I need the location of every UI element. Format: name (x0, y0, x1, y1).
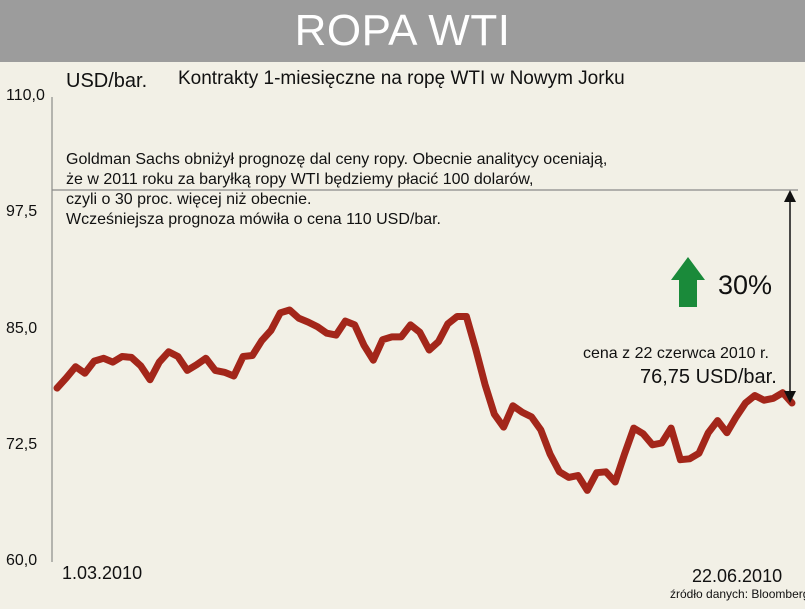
note-line: czyli o 30 proc. więcej niż obecnie. (66, 191, 312, 208)
up-arrow-shape (671, 257, 705, 307)
annotation-note: Goldman Sachs obniżył prognozę dal ceny … (66, 150, 607, 230)
note-line: Wcześniejsza prognoza mówiła o cena 110 … (66, 211, 441, 228)
chart-subtitle: Kontrakty 1-miesięczne na ropę WTI w Now… (178, 68, 625, 89)
up-arrow-icon (671, 257, 705, 307)
y-tick-label: 110,0 (6, 87, 45, 104)
source-label: źródło danych: Bloomberg (670, 587, 805, 601)
y-tick-label: 60,0 (6, 552, 38, 569)
title-bar: ROPA WTI (0, 0, 805, 62)
series-line (53, 306, 796, 494)
range-arrow-head-bottom (784, 390, 796, 403)
price-value-label: 76,75 USD/bar. (640, 366, 777, 388)
x-tick-label-end: 22.06.2010 (692, 566, 783, 586)
y-tick-label: 85,0 (6, 319, 38, 337)
y-axis-unit: USD/bar. (66, 70, 148, 92)
percent-label: 30% (718, 270, 773, 300)
x-tick-label-start: 1.03.2010 (62, 563, 143, 583)
price-date-label: cena z 22 czerwca 2010 r. (583, 345, 769, 362)
y-tick-label: 72,5 (6, 435, 38, 453)
range-arrow (784, 190, 796, 403)
chart-title: ROPA WTI (294, 6, 511, 55)
note-line: Goldman Sachs obniżył prognozę dal ceny … (66, 151, 608, 168)
y-tick-label: 97,5 (6, 203, 38, 221)
range-arrow-head-top (784, 190, 796, 202)
note-line: że w 2011 roku za baryłką ropy WTI będzi… (66, 171, 534, 188)
